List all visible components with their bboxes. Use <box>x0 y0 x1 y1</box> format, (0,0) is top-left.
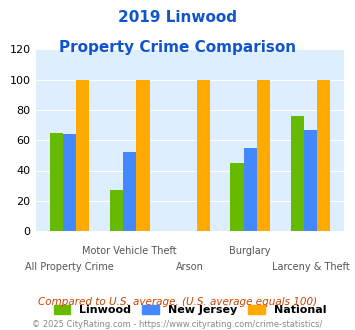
Bar <box>76 80 89 231</box>
Bar <box>110 190 123 231</box>
Bar <box>197 80 210 231</box>
Bar <box>230 163 244 231</box>
Bar <box>304 130 317 231</box>
Text: © 2025 CityRating.com - https://www.cityrating.com/crime-statistics/: © 2025 CityRating.com - https://www.city… <box>32 320 323 329</box>
Text: Property Crime Comparison: Property Crime Comparison <box>59 40 296 54</box>
Bar <box>317 80 330 231</box>
Text: Larceny & Theft: Larceny & Theft <box>272 262 349 272</box>
Bar <box>63 134 76 231</box>
Bar <box>244 148 257 231</box>
Text: All Property Crime: All Property Crime <box>25 262 114 272</box>
Bar <box>50 133 63 231</box>
Text: 2019 Linwood: 2019 Linwood <box>118 10 237 25</box>
Bar <box>257 80 270 231</box>
Text: Arson: Arson <box>176 262 204 272</box>
Legend: Linwood, New Jersey, National: Linwood, New Jersey, National <box>49 300 331 320</box>
Bar <box>290 116 304 231</box>
Text: Motor Vehicle Theft: Motor Vehicle Theft <box>82 246 177 255</box>
Bar <box>136 80 149 231</box>
Text: Compared to U.S. average. (U.S. average equals 100): Compared to U.S. average. (U.S. average … <box>38 297 317 307</box>
Bar <box>123 152 136 231</box>
Text: Burglary: Burglary <box>229 246 271 255</box>
